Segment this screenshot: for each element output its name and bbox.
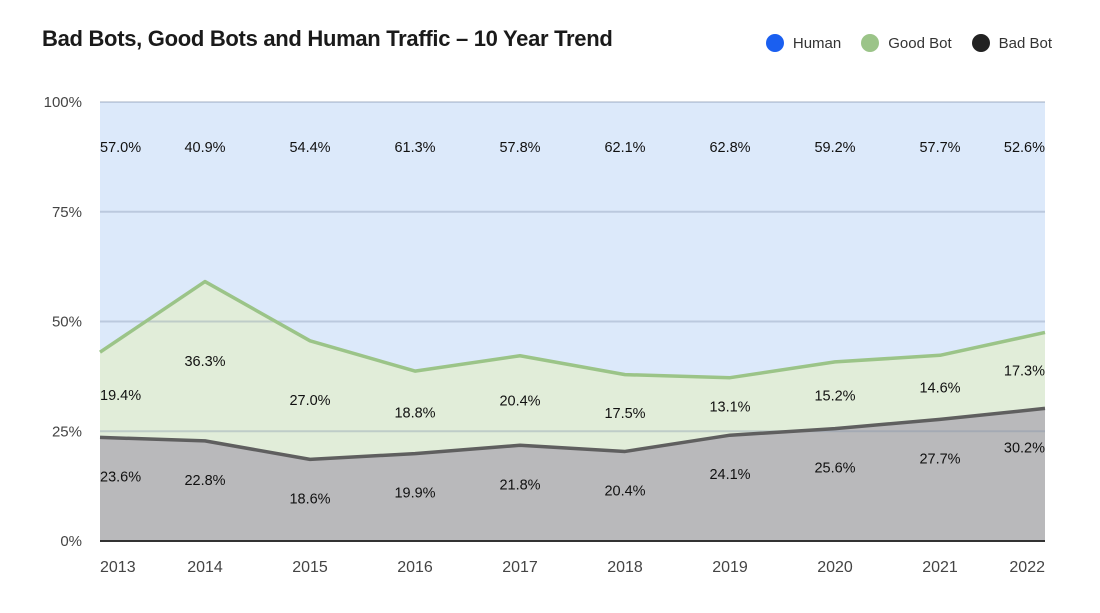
legend-item-bad-bot[interactable]: Bad Bot (971, 34, 1052, 52)
data-label-human-2014: 40.9% (184, 140, 225, 156)
legend-item-good-bot[interactable]: Good Bot (861, 34, 952, 52)
data-label-bad-bot-2020: 25.6% (814, 461, 855, 477)
legend-swatch-good-bot (861, 34, 880, 52)
y-tick-label: 0% (60, 533, 82, 550)
y-tick-label: 50% (52, 314, 82, 331)
x-tick-label-2021: 2021 (922, 559, 958, 576)
x-tick-label-2014: 2014 (187, 559, 223, 576)
legend-swatch-human (765, 34, 784, 52)
data-label-bad-bot-2013: 23.6% (100, 469, 141, 485)
data-label-good-bot-2018: 17.5% (604, 406, 645, 422)
data-label-good-bot-2016: 18.8% (394, 405, 435, 421)
y-tick-label: 100% (44, 94, 82, 111)
line-good-bot (99, 279, 1046, 380)
line-bad-bot (99, 406, 1046, 462)
legend-swatch-bad-bot (971, 34, 990, 52)
legend-label-bad-bot: Bad Bot (998, 34, 1052, 52)
data-label-bad-bot-2014: 22.8% (184, 473, 225, 489)
data-label-bad-bot-2019: 24.1% (709, 467, 750, 483)
data-label-bad-bot-2021: 27.7% (919, 451, 960, 467)
data-label-human-2013: 57.0% (100, 140, 141, 156)
data-label-good-bot-2015: 27.0% (289, 393, 330, 409)
data-label-bad-bot-2018: 20.4% (604, 483, 645, 499)
x-tick-label-2022: 2022 (1009, 559, 1045, 576)
data-label-good-bot-2022: 17.3% (1004, 363, 1045, 379)
y-tick-label: 25% (52, 423, 82, 440)
x-tick-label-2015: 2015 (292, 559, 328, 576)
x-tick-label-2017: 2017 (502, 559, 538, 576)
data-label-human-2018: 62.1% (604, 140, 645, 156)
data-label-bad-bot-2017: 21.8% (499, 477, 540, 493)
y-tick-label: 75% (52, 204, 82, 221)
data-label-human-2017: 57.8% (499, 140, 540, 156)
data-label-bad-bot-2022: 30.2% (1004, 440, 1045, 456)
area-good-bot (100, 281, 1045, 460)
data-label-good-bot-2013: 19.4% (100, 388, 141, 404)
legend-label-good-bot: Good Bot (888, 34, 952, 52)
x-tick-label-2013: 2013 (100, 559, 136, 576)
data-label-bad-bot-2015: 18.6% (289, 491, 330, 507)
data-label-good-bot-2017: 20.4% (499, 394, 540, 410)
legend-item-human[interactable]: Human (765, 34, 842, 52)
data-label-human-2019: 62.8% (709, 140, 750, 156)
data-label-human-2020: 59.2% (814, 140, 855, 156)
data-label-human-2016: 61.3% (394, 140, 435, 156)
x-tick-label-2020: 2020 (817, 559, 853, 576)
data-label-good-bot-2019: 13.1% (709, 399, 750, 415)
chart-title: Bad Bots, Good Bots and Human Traffic – … (42, 26, 613, 51)
x-tick-label-2018: 2018 (607, 559, 643, 576)
x-tick-label-2019: 2019 (712, 559, 748, 576)
data-label-human-2021: 57.7% (919, 140, 960, 156)
area-bad-bot (100, 408, 1045, 541)
legend-label-human: Human (792, 34, 842, 52)
data-label-human-2022: 52.6% (1004, 140, 1045, 156)
legend: Human Good Bot Bad Bot (765, 34, 1052, 52)
data-label-good-bot-2020: 15.2% (814, 388, 855, 404)
x-tick-label-2016: 2016 (397, 559, 433, 576)
data-label-good-bot-2021: 14.6% (919, 380, 960, 396)
data-label-human-2015: 54.4% (289, 140, 330, 156)
data-label-bad-bot-2016: 19.9% (394, 486, 435, 502)
data-label-good-bot-2014: 36.3% (184, 354, 225, 370)
